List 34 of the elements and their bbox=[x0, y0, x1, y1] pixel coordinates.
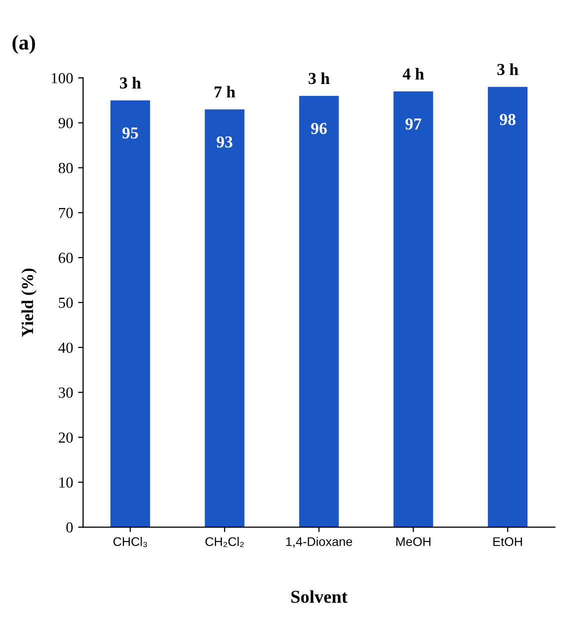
x-tick-label: CH₂Cl₂ bbox=[205, 536, 244, 548]
y-tick-label: 80 bbox=[58, 162, 73, 174]
data-label: 95 bbox=[122, 127, 138, 139]
y-tick-label: 70 bbox=[59, 208, 73, 218]
x-tick-label: 1,4-Dioxane bbox=[286, 536, 352, 548]
annotation: 3 h bbox=[120, 76, 141, 89]
x-axis-title: Solvent bbox=[291, 590, 348, 603]
annotation: 3 h bbox=[497, 63, 518, 76]
x-tick-label: CHCl₃ bbox=[113, 536, 148, 548]
bar bbox=[110, 100, 150, 528]
y-tick-label: 50 bbox=[58, 298, 73, 308]
bar bbox=[204, 109, 244, 528]
data-label: 98 bbox=[500, 114, 516, 126]
bar bbox=[488, 86, 528, 528]
data-label: 97 bbox=[405, 118, 422, 130]
y-tick-label: 90 bbox=[58, 118, 73, 128]
x-tick-label: MeOH bbox=[396, 537, 430, 546]
bar bbox=[394, 91, 434, 528]
y-axis-title: Yield (%) bbox=[21, 268, 37, 337]
y-tick-label: 0 bbox=[66, 522, 73, 533]
y-tick-label: 60 bbox=[58, 252, 73, 264]
annotation: 4 h bbox=[402, 68, 424, 80]
y-tick-label: 40 bbox=[58, 342, 73, 353]
y-tick-label: 20 bbox=[58, 432, 73, 443]
y-tick-label: 30 bbox=[58, 388, 73, 398]
y-tick-label: 10 bbox=[59, 477, 73, 488]
chart-title: (a) bbox=[12, 34, 35, 54]
annotation: 3 h bbox=[308, 72, 330, 84]
y-tick-label: 100 bbox=[52, 73, 73, 84]
bar bbox=[299, 96, 339, 528]
annotation: 7 h bbox=[214, 86, 236, 98]
data-label: 96 bbox=[311, 122, 327, 134]
x-tick-label: EtOH bbox=[493, 537, 522, 546]
data-label: 93 bbox=[216, 136, 232, 148]
